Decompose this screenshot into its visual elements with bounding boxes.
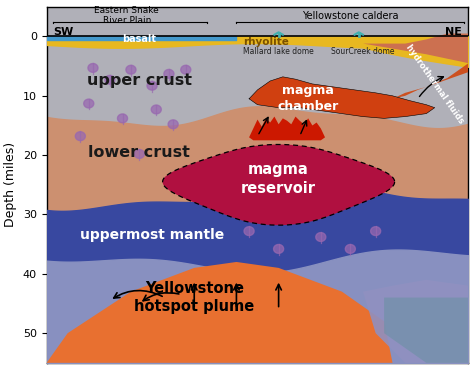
Text: basalt: basalt [122, 33, 156, 44]
Polygon shape [363, 280, 468, 363]
Text: lower crust: lower crust [89, 145, 191, 160]
Polygon shape [151, 105, 161, 114]
Text: magma
chamber: magma chamber [277, 84, 339, 113]
Text: hydrothermal fluids: hydrothermal fluids [404, 43, 465, 125]
Polygon shape [384, 298, 468, 363]
Polygon shape [118, 114, 128, 123]
Polygon shape [316, 233, 326, 241]
Polygon shape [126, 65, 136, 74]
Text: Yellowstone caldera: Yellowstone caldera [302, 11, 399, 21]
Polygon shape [147, 81, 157, 90]
Polygon shape [244, 227, 254, 236]
Y-axis label: Depth (miles): Depth (miles) [4, 142, 17, 228]
Polygon shape [345, 244, 356, 253]
Polygon shape [249, 77, 435, 119]
Polygon shape [371, 227, 381, 236]
Polygon shape [363, 33, 468, 63]
Polygon shape [88, 63, 98, 72]
Polygon shape [273, 244, 283, 253]
Text: uppermost mantle: uppermost mantle [80, 228, 224, 242]
Polygon shape [163, 145, 395, 225]
Text: Eastern Snake
River Plain: Eastern Snake River Plain [94, 6, 159, 25]
Polygon shape [134, 150, 145, 159]
Polygon shape [249, 117, 325, 140]
Polygon shape [164, 69, 174, 78]
Text: Mallard lake dome: Mallard lake dome [243, 47, 314, 56]
Text: SW: SW [53, 27, 73, 37]
Polygon shape [181, 65, 191, 74]
Polygon shape [392, 63, 468, 99]
Polygon shape [46, 7, 468, 363]
Text: SourCreek dome: SourCreek dome [331, 47, 395, 56]
Text: rhyolite: rhyolite [243, 37, 289, 47]
Polygon shape [84, 99, 94, 108]
Polygon shape [105, 75, 115, 84]
Text: Yellowstone
hotspot plume: Yellowstone hotspot plume [134, 281, 255, 315]
Text: NE: NE [445, 27, 462, 37]
Polygon shape [168, 120, 178, 129]
Polygon shape [46, 262, 392, 363]
Polygon shape [75, 132, 85, 141]
Text: magma
reservoir: magma reservoir [241, 162, 316, 196]
Text: upper crust: upper crust [87, 73, 192, 88]
